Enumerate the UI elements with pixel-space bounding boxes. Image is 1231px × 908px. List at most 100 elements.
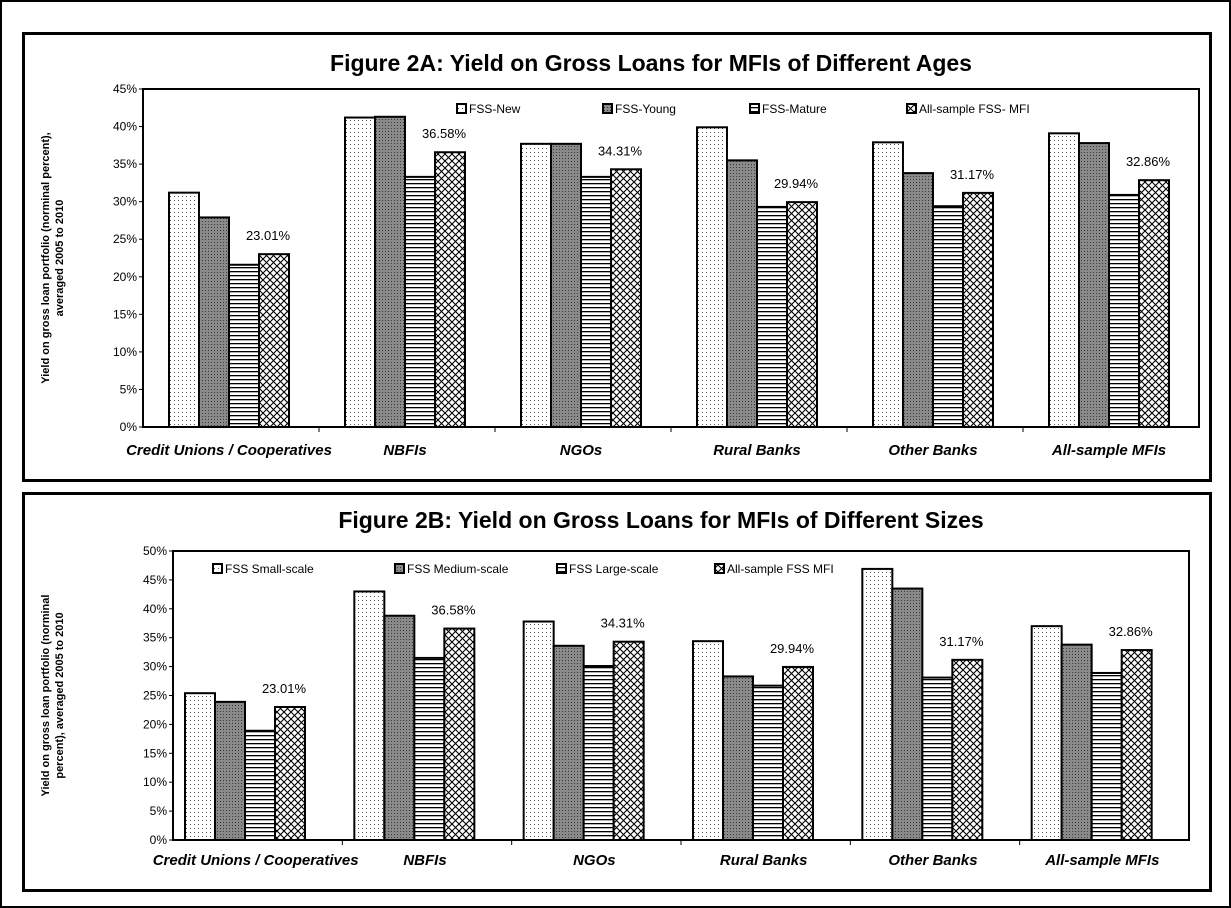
- y-tick-label: 5%: [150, 804, 168, 818]
- bar-dots: [344, 116, 376, 428]
- y-axis-label: Yield on gross loan portfolio (norminal …: [40, 132, 52, 383]
- bar-dots: [1030, 625, 1063, 841]
- data-label: 36.58%: [431, 603, 476, 618]
- legend-label: FSS Medium-scale: [407, 562, 509, 576]
- category-label: Other Banks: [888, 852, 977, 869]
- bar-hlines: [1108, 193, 1140, 428]
- bar-crosshatch: [782, 665, 814, 841]
- data-label: 31.17%: [939, 634, 984, 649]
- y-tick-label: 30%: [113, 195, 137, 209]
- chart-title: Figure 2B: Yield on Gross Loans for MFIs…: [338, 507, 983, 533]
- data-label: 36.58%: [422, 126, 467, 141]
- legend-label: FSS Small-scale: [225, 562, 314, 576]
- bar-crosshatch: [443, 627, 476, 841]
- bar-hlines: [244, 729, 276, 841]
- y-tick-label: 15%: [143, 746, 167, 760]
- chart-panel-2a: Figure 2A: Yield on Gross Loans for MFIs…: [22, 32, 1212, 482]
- y-tick-label: 40%: [113, 120, 137, 134]
- bar-crosshatch: [1120, 649, 1153, 841]
- legend-swatch-dots: [456, 103, 467, 114]
- y-tick-label: 0%: [120, 420, 138, 434]
- data-label: 29.94%: [770, 641, 815, 656]
- legend-label: All-sample FSS MFI: [727, 562, 834, 576]
- bar-dots: [520, 142, 552, 428]
- bar-dots: [353, 590, 386, 841]
- y-tick-label: 10%: [143, 775, 167, 789]
- bar-hlines: [228, 263, 260, 428]
- bar-crosshatch: [434, 151, 466, 428]
- legend-swatch-dots: [212, 563, 223, 574]
- bar-dots: [1048, 132, 1080, 428]
- category-label: Other Banks: [888, 442, 977, 459]
- bar-dots: [872, 141, 904, 428]
- y-tick-label: 25%: [113, 232, 137, 246]
- bar-crosshatch: [610, 168, 642, 428]
- bar-grey: [214, 700, 246, 841]
- data-label: 23.01%: [246, 228, 291, 243]
- legend-swatch-grey: [602, 103, 613, 114]
- bar-hlines: [413, 656, 446, 841]
- bar-grey: [198, 216, 230, 428]
- bar-hlines: [921, 676, 954, 841]
- legend-label: FSS Large-scale: [569, 562, 659, 576]
- chart-title: Figure 2A: Yield on Gross Loans for MFIs…: [330, 50, 972, 76]
- y-axis-label: averaged 2005 to 2010: [54, 200, 66, 317]
- bar-hlines: [752, 684, 784, 841]
- y-tick-label: 35%: [143, 631, 167, 645]
- category-label: NGOs: [560, 442, 603, 459]
- bar-dots: [184, 692, 216, 841]
- y-tick-label: 30%: [143, 660, 167, 674]
- legend-swatch-hlines: [749, 103, 760, 114]
- category-label: NBFIs: [403, 852, 446, 869]
- y-tick-label: 40%: [143, 602, 167, 616]
- bar-grey: [374, 115, 406, 429]
- y-tick-label: 20%: [113, 270, 137, 284]
- bar-hlines: [404, 175, 436, 428]
- bar-crosshatch: [1138, 179, 1170, 428]
- data-label: 23.01%: [262, 681, 307, 696]
- bar-grey: [552, 644, 585, 841]
- category-label: NBFIs: [383, 442, 426, 459]
- legend-swatch-hlines: [556, 563, 567, 574]
- legend-label: FSS-Young: [615, 102, 676, 116]
- bar-grey: [722, 675, 754, 841]
- bar-crosshatch: [786, 201, 818, 428]
- bar-dots: [522, 620, 555, 841]
- legend-swatch-crosshatch: [714, 563, 725, 574]
- data-label: 34.31%: [598, 143, 643, 158]
- bar-grey: [383, 614, 416, 841]
- y-tick-label: 45%: [143, 573, 167, 587]
- chart-panel-2b: Figure 2B: Yield on Gross Loans for MFIs…: [22, 492, 1212, 892]
- category-label: Rural Banks: [713, 442, 801, 459]
- bar-grey: [1078, 142, 1110, 429]
- y-tick-label: 0%: [150, 833, 168, 847]
- bar-crosshatch: [951, 658, 984, 841]
- y-tick-label: 50%: [143, 544, 167, 558]
- plot-area: [142, 88, 1200, 428]
- bar-grey: [550, 142, 582, 428]
- y-tick-label: 15%: [113, 307, 137, 321]
- y-tick-label: 35%: [113, 157, 137, 171]
- bar-hlines: [580, 175, 612, 428]
- bar-dots: [696, 126, 728, 428]
- y-axis-label: percent), averaged 2005 to 2010: [54, 612, 66, 778]
- bar-hlines: [582, 665, 615, 841]
- category-label: All-sample MFIs: [1044, 852, 1159, 869]
- y-tick-label: 10%: [113, 345, 137, 359]
- data-label: 34.31%: [601, 616, 646, 631]
- data-label: 32.86%: [1109, 624, 1154, 639]
- bar-crosshatch: [962, 191, 994, 428]
- data-label: 32.86%: [1126, 154, 1171, 169]
- bar-crosshatch: [274, 706, 306, 841]
- category-label: Credit Unions / Cooperatives: [126, 442, 332, 459]
- category-label: Credit Unions / Cooperatives: [153, 852, 359, 869]
- chart-2b-svg: Figure 2B: Yield on Gross Loans for MFIs…: [40, 507, 1190, 869]
- bar-dots: [168, 191, 200, 428]
- chart-2a-svg: Figure 2A: Yield on Gross Loans for MFIs…: [40, 50, 1200, 459]
- legend-label: FSS-New: [469, 102, 521, 116]
- y-tick-label: 45%: [113, 82, 137, 96]
- y-tick-label: 25%: [143, 689, 167, 703]
- legend-label: FSS-Mature: [762, 102, 827, 116]
- category-label: All-sample MFIs: [1051, 442, 1166, 459]
